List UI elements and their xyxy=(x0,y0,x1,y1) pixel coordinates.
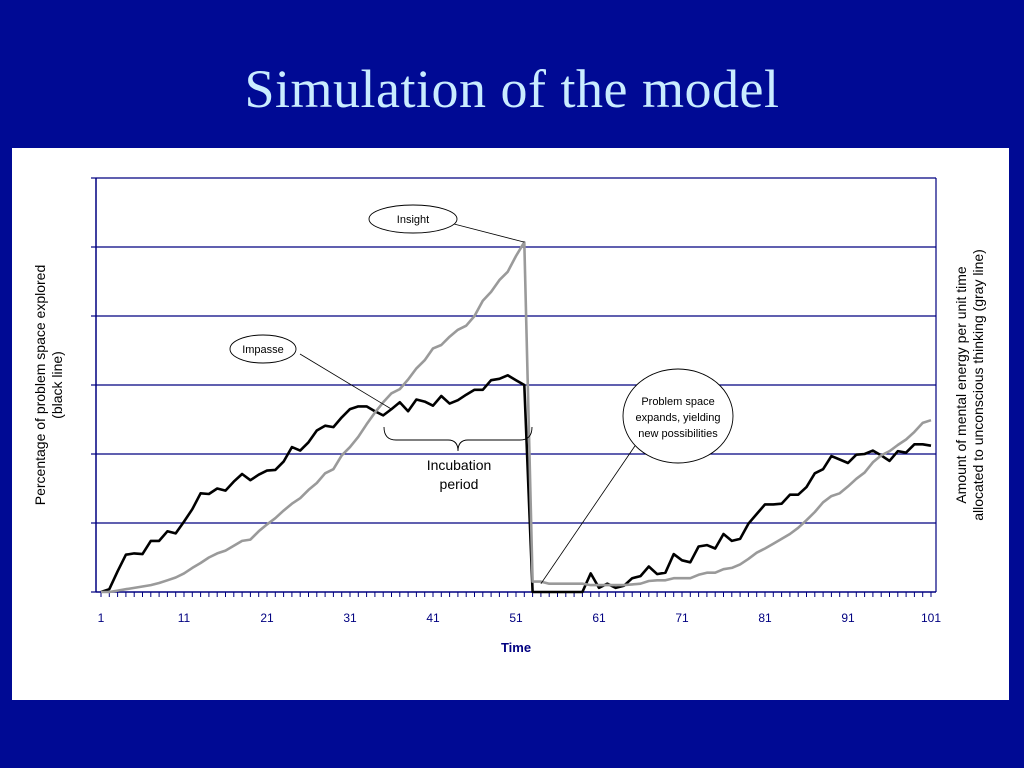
series-line-black xyxy=(100,374,932,594)
y-axis-title-right-line: Amount of mental energy per unit time xyxy=(953,266,969,504)
impasse-callout-line xyxy=(299,353,392,410)
expansion-callout-line xyxy=(540,439,640,584)
y-axis-ticks xyxy=(91,177,96,593)
x-axis-ticks: 1 11 21 31 41 51 61 71 81 91 101 xyxy=(98,592,941,625)
line-chart: 1 11 21 31 41 51 61 71 81 91 101 InsightImpasseInc… xyxy=(32,177,986,655)
incubation-label-line: period xyxy=(440,476,479,492)
x-tick-label: 91 xyxy=(841,611,855,625)
annotations: Insight Impasse Incubation period Problem sp… xyxy=(229,204,734,584)
x-tick-label: 51 xyxy=(509,611,523,625)
insight-callout-line xyxy=(453,223,525,243)
y-axis-title-right: Amount of mental energy per unit timeall… xyxy=(953,249,986,521)
gridlines xyxy=(96,177,936,524)
x-tick-label: 31 xyxy=(343,611,357,625)
slide-title: Simulation of the model xyxy=(244,59,780,119)
insight-callout-bubble xyxy=(368,204,458,234)
x-tick-label: 81 xyxy=(758,611,772,625)
x-tick-label: 71 xyxy=(675,611,689,625)
y-axis-title-right-line: allocated to unconscious thinking (gray … xyxy=(970,249,986,521)
incubation-brace xyxy=(383,426,533,452)
insight-label: Insight xyxy=(397,214,429,226)
y-axis-title-left-line: Percentage of problem space explored xyxy=(32,265,48,505)
chart-panel: 1 11 21 31 41 51 61 71 81 91 101 Insight Impasse Inc… xyxy=(12,148,1009,700)
expansion-callout-bubble xyxy=(622,368,734,464)
x-tick-label: 11 xyxy=(178,611,191,625)
expansion-label-line: Problem space xyxy=(641,396,714,408)
impasse-label: Impasse xyxy=(242,344,284,356)
impasse-callout-bubble xyxy=(229,334,297,364)
x-tick-label: 41 xyxy=(426,611,440,625)
series-line-gray xyxy=(101,240,932,594)
expansion-label-line: new possibilities xyxy=(638,428,718,440)
x-axis-title: Time xyxy=(501,640,531,655)
x-tick-label: 61 xyxy=(592,611,606,625)
x-tick-label: 21 xyxy=(260,611,274,625)
y-axis-title-left: Percentage of problem space explored(bla… xyxy=(32,265,65,505)
x-tick-label: 101 xyxy=(921,611,941,625)
axis-labels: Time Percentage of problem space explored… xyxy=(32,249,986,655)
y-axis-title-left-line: (black line) xyxy=(49,351,65,419)
x-tick-label: 1 xyxy=(98,611,105,625)
expansion-label-line: expands, yielding xyxy=(635,412,720,424)
series-layer xyxy=(100,240,932,594)
incubation-label-line: Incubation xyxy=(427,457,492,473)
